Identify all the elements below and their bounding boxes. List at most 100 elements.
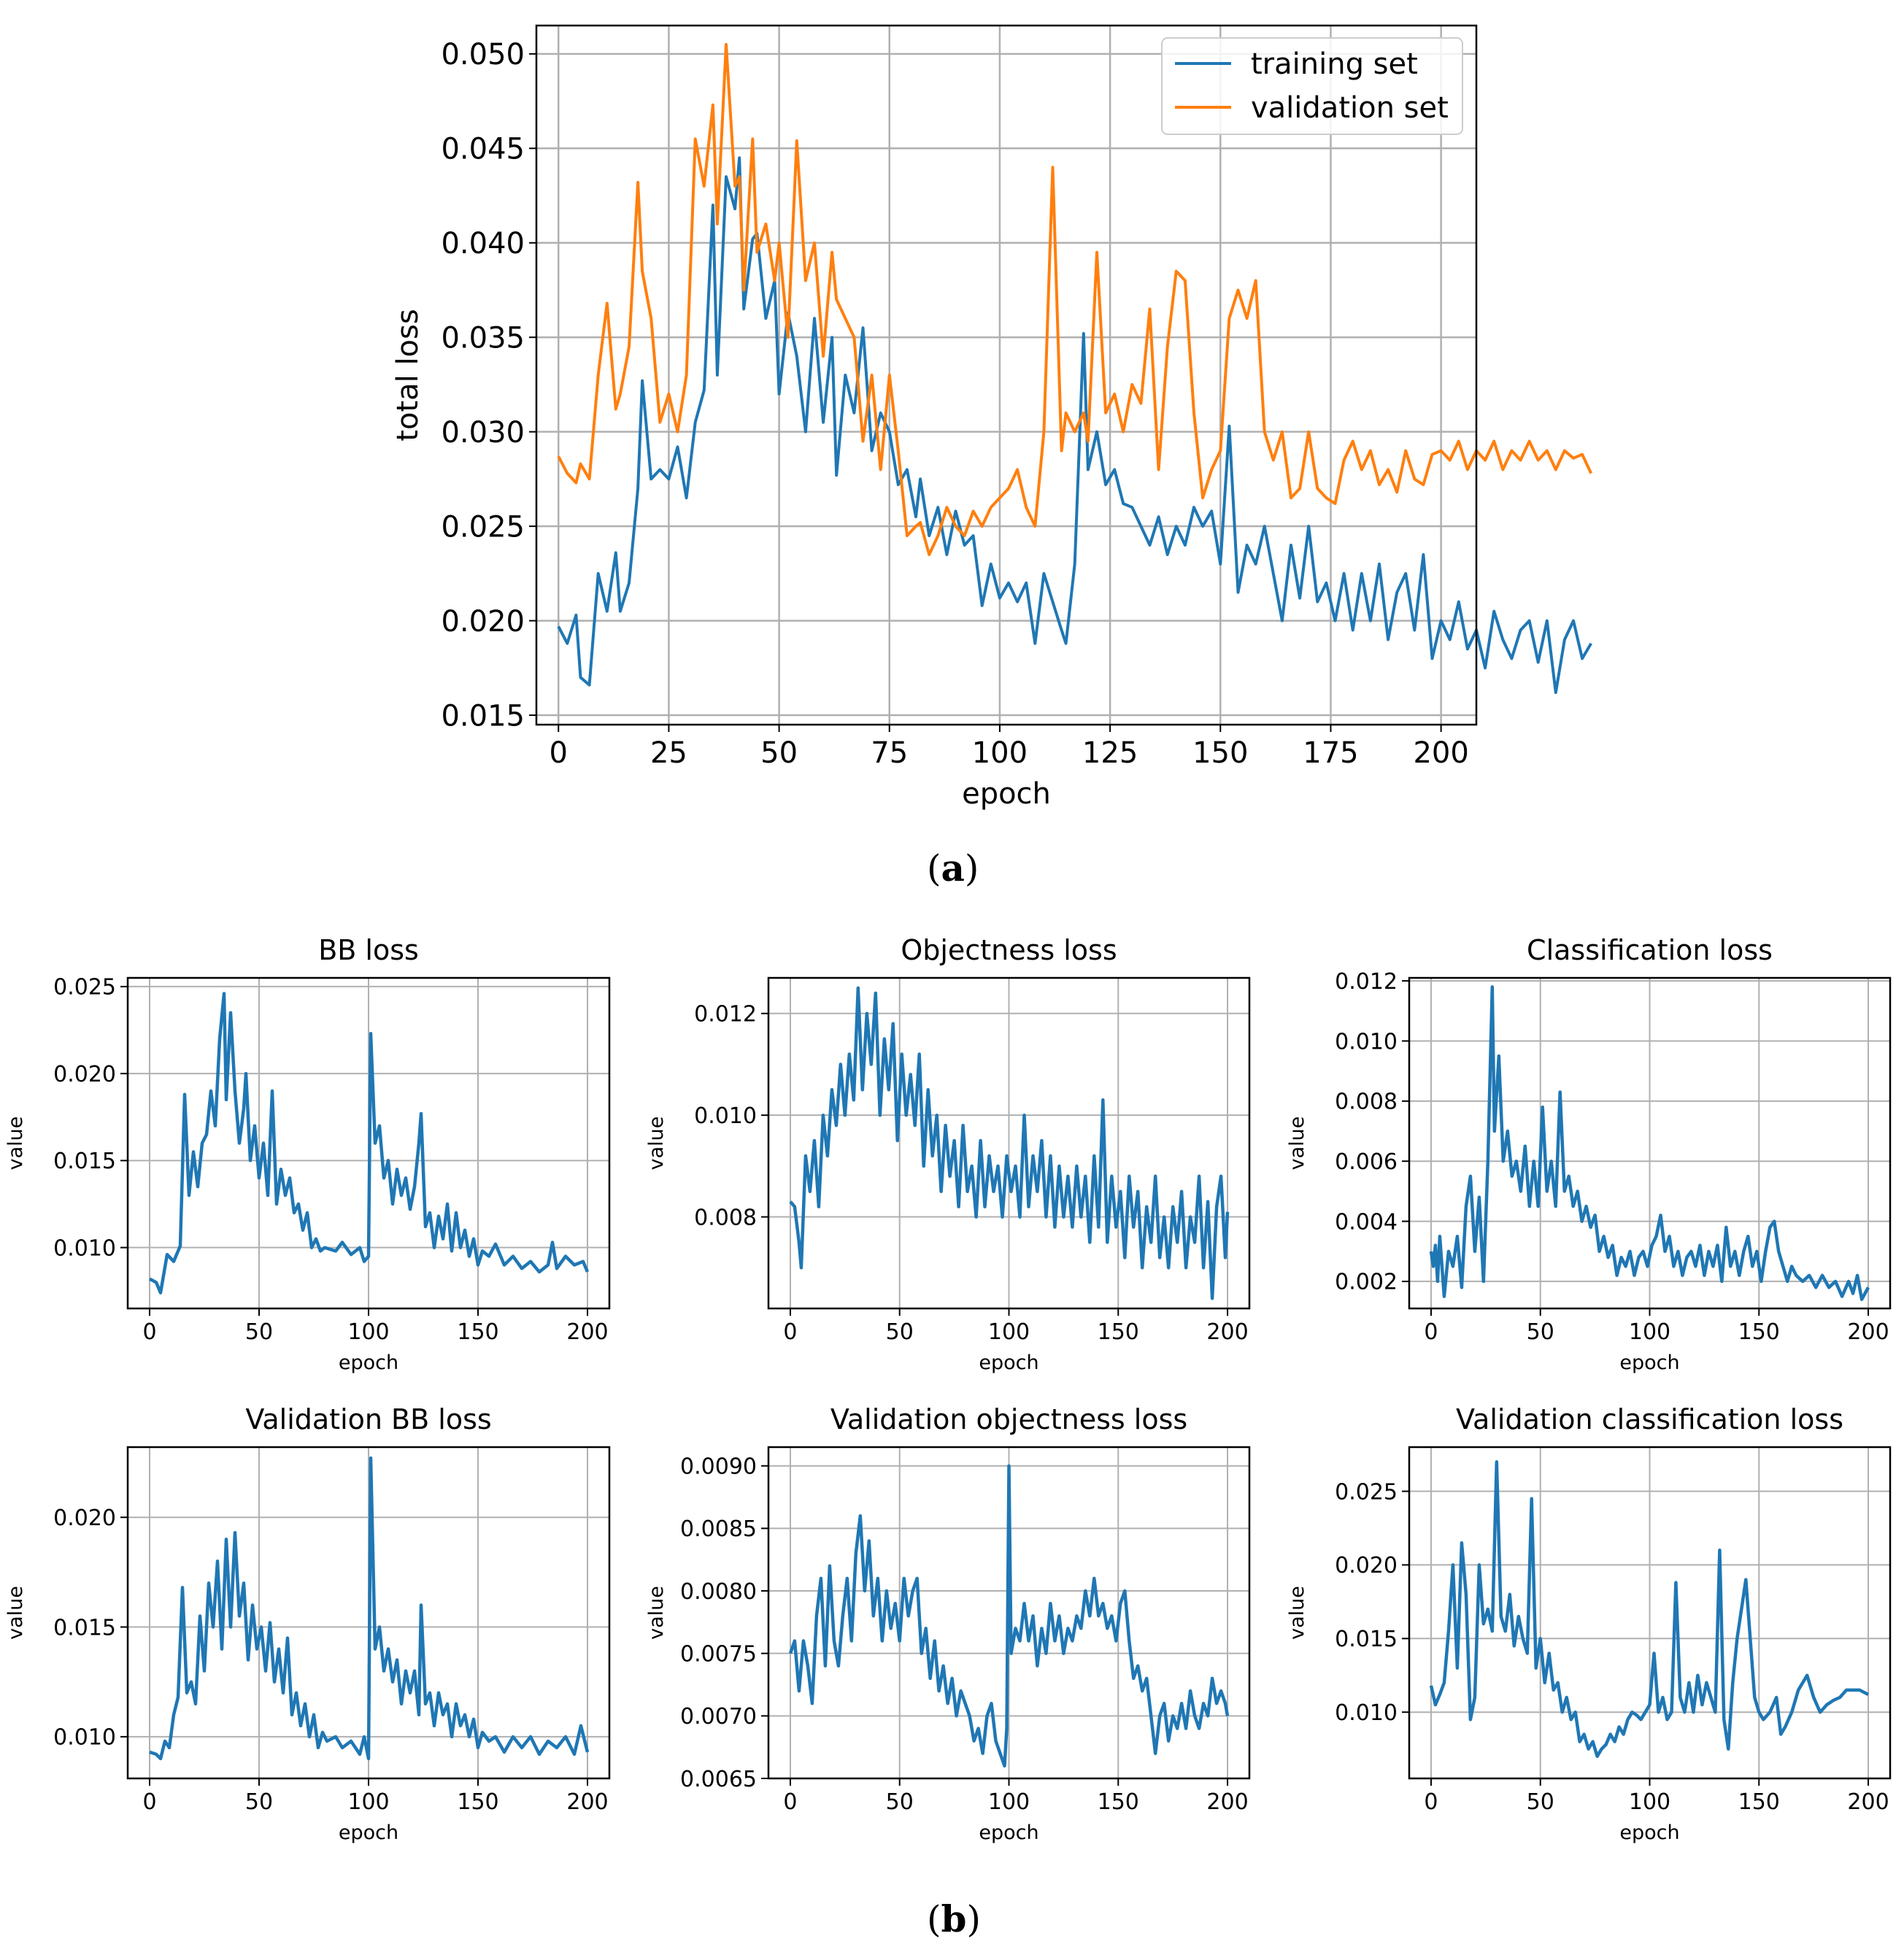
y-tick-label: 0.015 [53, 1615, 116, 1641]
x-tick-label: 50 [760, 736, 798, 770]
series-line-training [557, 156, 1592, 694]
y-axis-label: value [4, 1586, 27, 1640]
panel-b-label: b [941, 1897, 967, 1940]
chart-title: Validation objectness loss [830, 1403, 1187, 1435]
chart-cls: 0 50 100 150 200 0.002 0.004 0.006 0.008 0.010 0.0… [1286, 934, 1892, 1374]
x-tick-label: 200 [566, 1789, 608, 1815]
x-tick-label: 50 [1527, 1789, 1554, 1815]
x-tick-label: 200 [1206, 1789, 1248, 1815]
y-axis-label: value [645, 1586, 668, 1640]
x-tick-label: 100 [988, 1319, 1030, 1345]
y-tick-label: 0.004 [1335, 1209, 1398, 1235]
x-tick-label: 0 [550, 736, 568, 770]
x-axis-label: epoch [979, 1821, 1038, 1844]
y-tick-label: 0.020 [53, 1062, 116, 1087]
chart-title: BB loss [318, 934, 419, 966]
plot-frame [1408, 1446, 1892, 1780]
y-tick-label: 0.020 [1335, 1553, 1398, 1578]
y-tick-label: 0.035 [441, 322, 525, 355]
plot-frame [126, 976, 611, 1310]
x-tick-label: 50 [886, 1319, 914, 1345]
x-tick-label: 150 [1738, 1789, 1780, 1815]
x-axis-label: epoch [1619, 1821, 1679, 1844]
x-tick-label: 150 [1738, 1319, 1780, 1345]
chart-vobj: 0 50 100 150 200 0.0065 0.0070 0.0075 0.0080 0.00… [645, 1403, 1251, 1844]
x-axis-label: epoch [979, 1352, 1038, 1374]
x-tick-label: 0 [142, 1789, 156, 1815]
y-tick-label: 0.010 [694, 1103, 757, 1129]
x-tick-label: 0 [1424, 1789, 1438, 1815]
series-line-validation [557, 42, 1593, 556]
y-axis-label: value [645, 1117, 668, 1171]
y-tick-label: 0.010 [1335, 1029, 1398, 1055]
x-tick-label: 75 [871, 736, 908, 770]
series-line-vcls [1429, 1460, 1870, 1758]
y-tick-label: 0.010 [53, 1235, 116, 1261]
y-tick-label: 0.0075 [680, 1641, 757, 1667]
x-axis-label: epoch [1619, 1352, 1679, 1374]
y-tick-label: 0.008 [694, 1205, 757, 1230]
y-tick-label: 0.015 [1335, 1627, 1398, 1652]
y-tick-label: 0.040 [441, 227, 525, 261]
plot-frame [1408, 976, 1892, 1310]
legend: training set validation set [1161, 37, 1463, 135]
y-tick-label: 0.0065 [680, 1767, 757, 1792]
chart-obj: 0 50 100 150 200 0.008 0.010 0.012 Objectness lo… [645, 934, 1251, 1374]
x-axis-label: epoch [339, 1352, 398, 1374]
y-axis-label: total loss [391, 309, 425, 441]
y-tick-label: 0.020 [53, 1505, 116, 1531]
y-axis-label: value [4, 1117, 27, 1171]
x-tick-label: 100 [1629, 1789, 1670, 1815]
chart-vbb: 0 50 100 150 200 0.010 0.015 0.020 Validation BB… [4, 1403, 611, 1844]
y-tick-label: 0.012 [694, 1002, 757, 1028]
y-tick-label: 0.0070 [680, 1704, 757, 1730]
chart-bb: 0 50 100 150 200 0.010 0.015 0.020 0.025 BB loss e… [4, 934, 611, 1374]
panel-a-caption: (a) [927, 847, 979, 890]
x-tick-label: 150 [457, 1319, 498, 1345]
x-tick-label: 200 [1206, 1319, 1248, 1345]
x-tick-label: 125 [1082, 736, 1138, 770]
y-tick-label: 0.006 [1335, 1149, 1398, 1175]
chart-title: Classification loss [1527, 934, 1773, 966]
chart-total: 0 25 50 75 100 125 150 175 200 0.015 0.020 0.025 0.0… [391, 24, 1593, 811]
y-tick-label: 0.012 [1335, 969, 1398, 995]
x-tick-label: 0 [783, 1789, 797, 1815]
x-tick-label: 150 [457, 1789, 498, 1815]
y-tick-label: 0.010 [1335, 1700, 1398, 1726]
y-tick-label: 0.002 [1335, 1270, 1398, 1295]
y-axis-label: value [1286, 1586, 1308, 1640]
legend-box [1161, 37, 1463, 135]
legend-label: training set [1251, 47, 1418, 81]
plot-frame [767, 1446, 1251, 1780]
y-axis-label: value [1286, 1117, 1308, 1171]
plot-frame [126, 1446, 611, 1780]
y-tick-label: 0.025 [53, 975, 116, 1001]
plot-frame [535, 24, 1478, 726]
x-tick-label: 100 [1629, 1319, 1670, 1345]
x-tick-label: 100 [347, 1319, 389, 1345]
y-tick-label: 0.020 [441, 605, 525, 639]
y-tick-label: 0.015 [441, 699, 525, 733]
x-tick-label: 200 [1847, 1319, 1889, 1345]
series-line-obj [789, 986, 1230, 1300]
y-tick-label: 0.0090 [680, 1454, 757, 1479]
chart-title: Objectness loss [901, 934, 1117, 966]
x-tick-label: 175 [1303, 736, 1358, 770]
x-tick-label: 50 [886, 1789, 914, 1815]
x-tick-label: 0 [1424, 1319, 1438, 1345]
y-tick-label: 0.045 [441, 133, 525, 166]
x-tick-label: 25 [650, 736, 687, 770]
y-tick-label: 0.0080 [680, 1579, 757, 1605]
series-line-vbb [149, 1456, 590, 1761]
x-tick-label: 100 [347, 1789, 389, 1815]
y-tick-label: 0.010 [53, 1725, 116, 1751]
x-axis-label: epoch [339, 1821, 398, 1844]
y-tick-label: 0.025 [1335, 1479, 1398, 1505]
x-tick-label: 0 [783, 1319, 797, 1345]
y-tick-label: 0.025 [441, 511, 525, 544]
x-axis-label: epoch [962, 777, 1051, 811]
x-tick-label: 100 [972, 736, 1028, 770]
y-tick-label: 0.008 [1335, 1090, 1398, 1115]
x-tick-label: 50 [245, 1789, 273, 1815]
